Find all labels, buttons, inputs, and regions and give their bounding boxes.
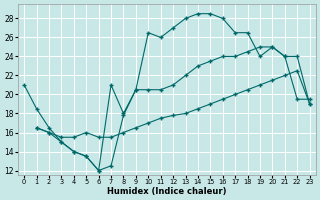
X-axis label: Humidex (Indice chaleur): Humidex (Indice chaleur) bbox=[107, 187, 227, 196]
